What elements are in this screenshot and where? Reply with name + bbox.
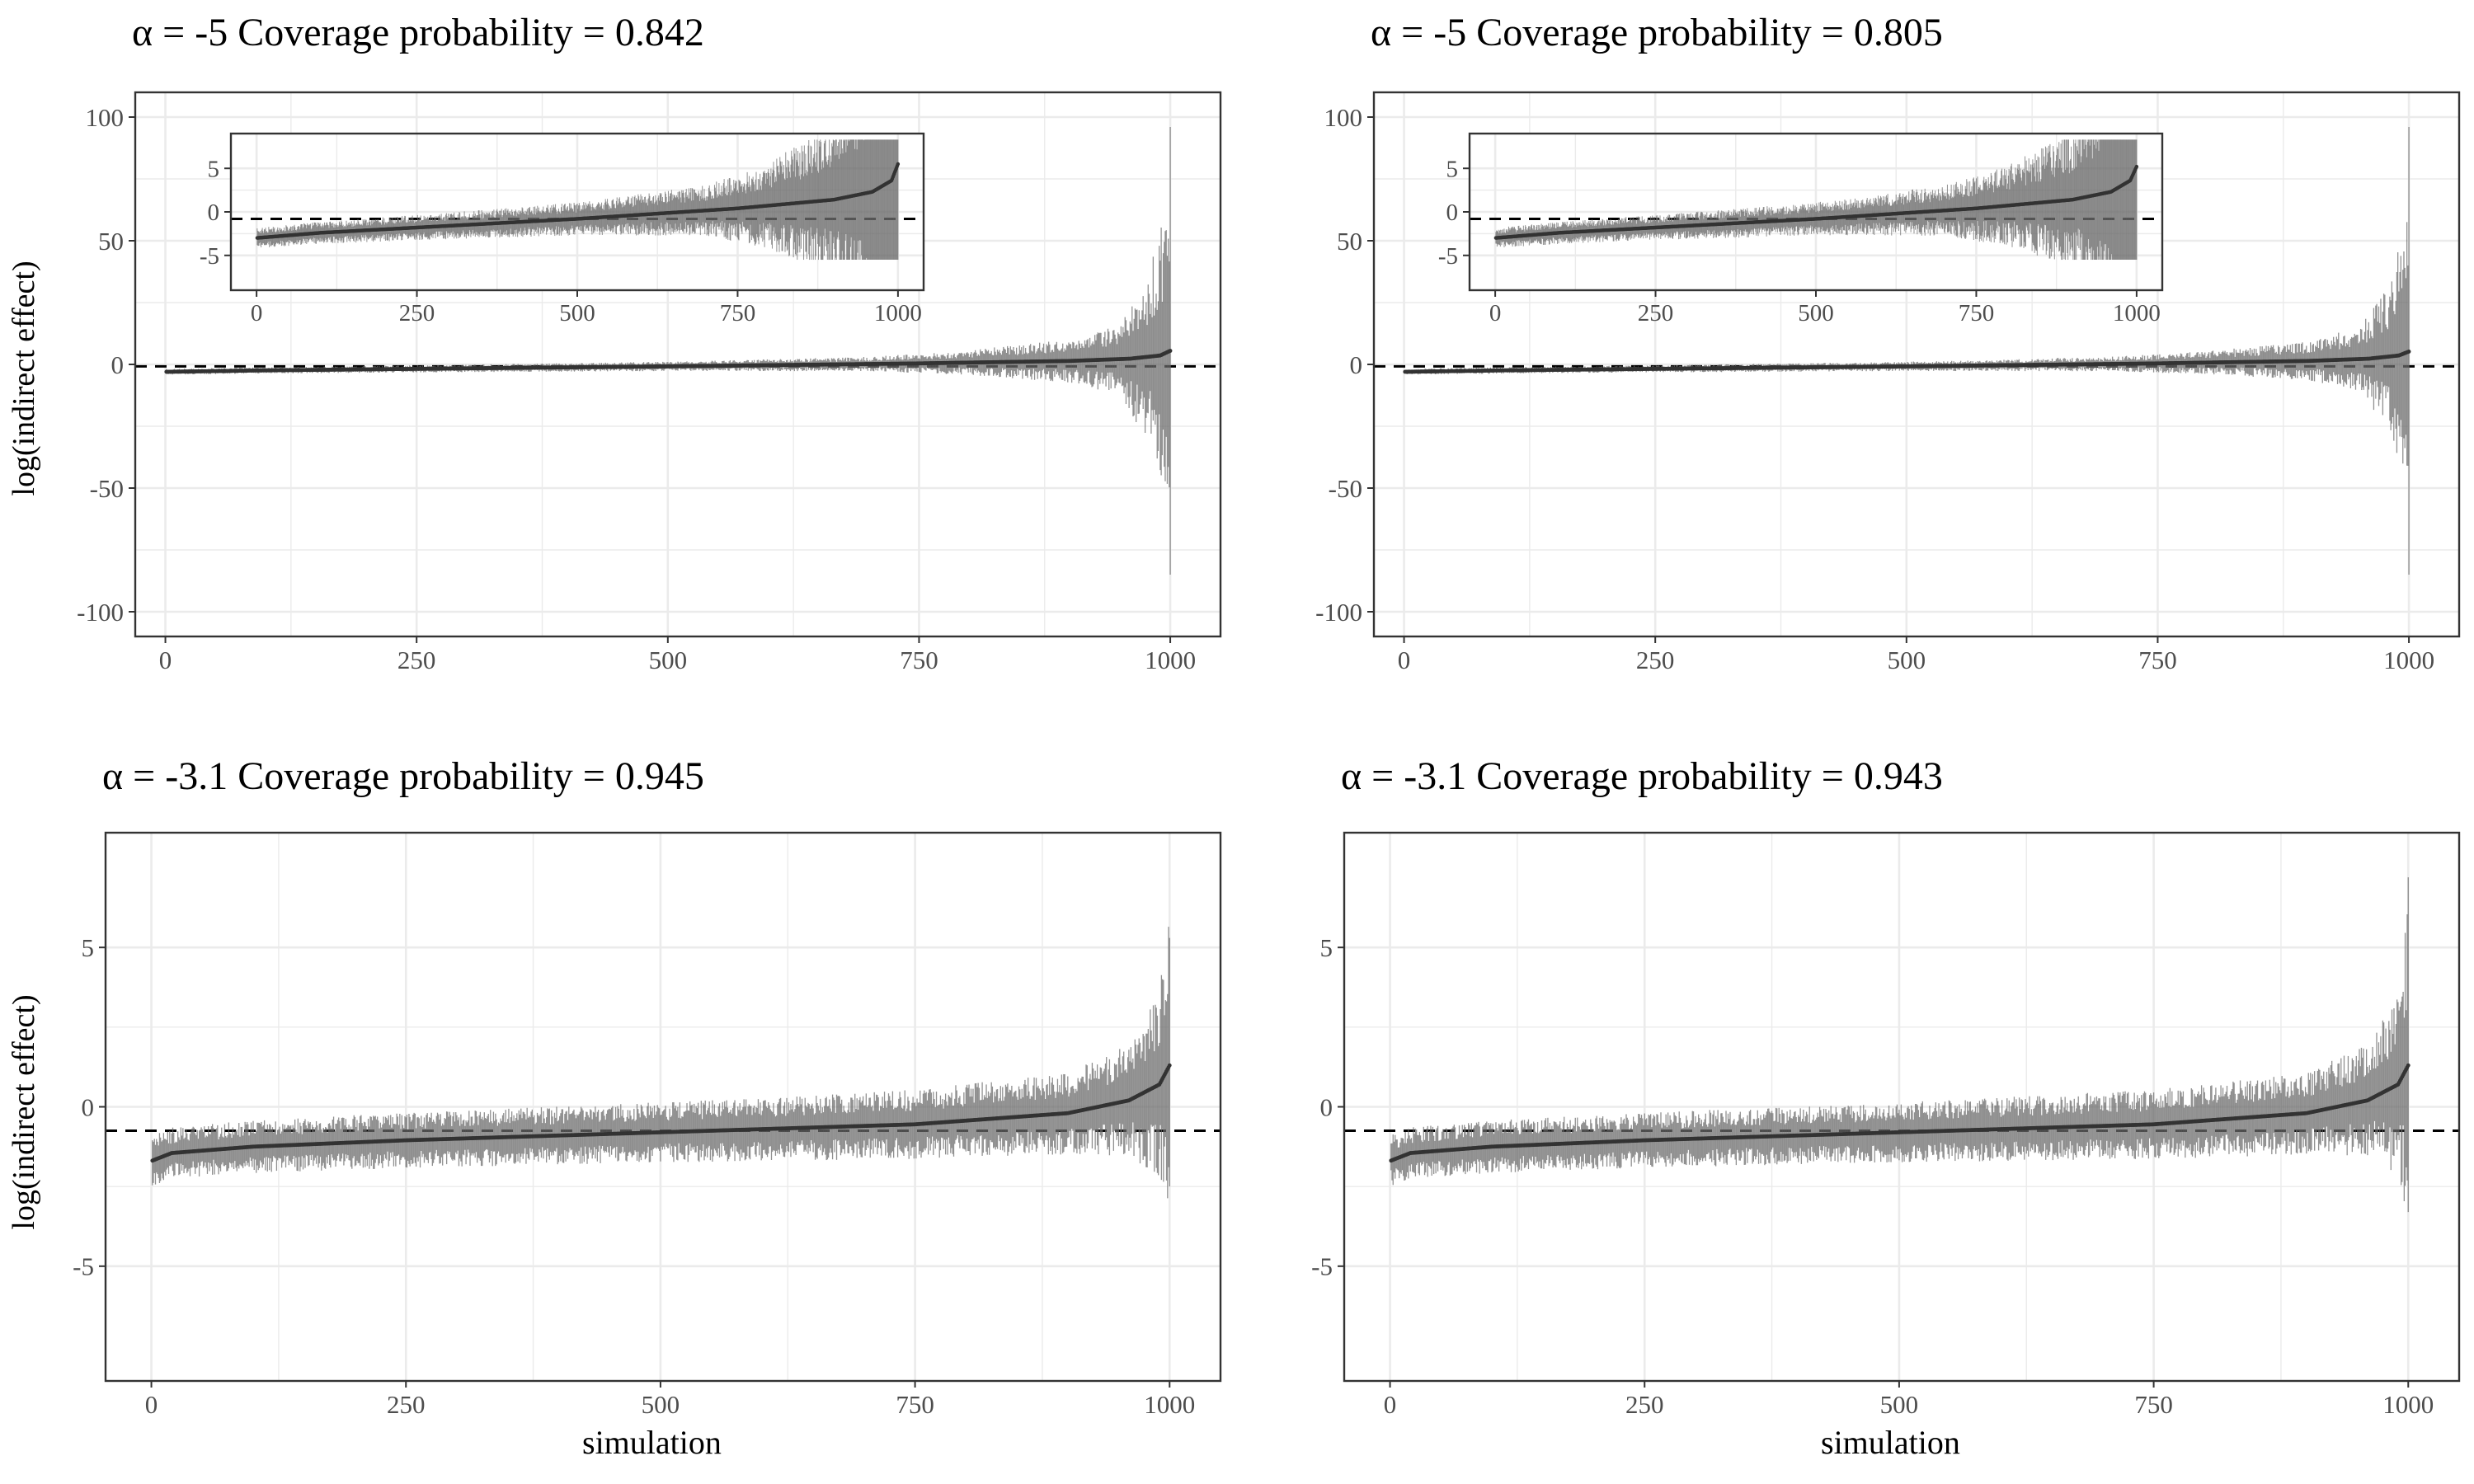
y-tick-label: -5 xyxy=(200,243,219,270)
estimate-series xyxy=(255,162,901,240)
panel-title: α = -5 Coverage probability = 0.842 xyxy=(132,11,704,54)
x-tick-label: 250 xyxy=(397,646,436,674)
x-tick-label: 0 xyxy=(251,300,263,326)
x-tick-label: 250 xyxy=(399,300,435,326)
x-tick-label: 1000 xyxy=(1145,646,1196,674)
x-tick-label: 1000 xyxy=(874,300,922,326)
y-tick-label: 5 xyxy=(208,156,220,182)
y-tick-label: 0 xyxy=(111,350,125,379)
x-axis-label: simulation xyxy=(582,1424,722,1461)
estimate-series xyxy=(164,349,1173,374)
y-tick-label: 50 xyxy=(98,227,124,256)
x-tick-label: 500 xyxy=(649,646,688,674)
y-tick-label: -50 xyxy=(90,474,124,503)
inset-panel-1: 0 250 500 750 1000 -5 0 5 xyxy=(200,132,925,326)
x-tick-label: 0 xyxy=(159,646,172,674)
x-tick-label: 750 xyxy=(900,646,938,674)
panel-title: α = -3.1 Coverage probability = 0.943 xyxy=(1341,754,1943,798)
panel-title: α = -5 Coverage probability = 0.805 xyxy=(1371,11,1943,54)
estimate-point xyxy=(896,162,901,167)
x-axis-label: simulation xyxy=(1821,1424,1960,1461)
y-tick-label: 100 xyxy=(86,103,125,132)
estimate-point xyxy=(1168,349,1173,353)
y-tick-label: -100 xyxy=(77,598,124,627)
x-tick-label: 750 xyxy=(720,300,756,326)
panel-title: α = -3.1 Coverage probability = 0.945 xyxy=(102,754,704,798)
interval-series xyxy=(256,139,899,261)
y-tick-label: 0 xyxy=(208,200,220,226)
x-tick-label: 500 xyxy=(559,300,595,326)
